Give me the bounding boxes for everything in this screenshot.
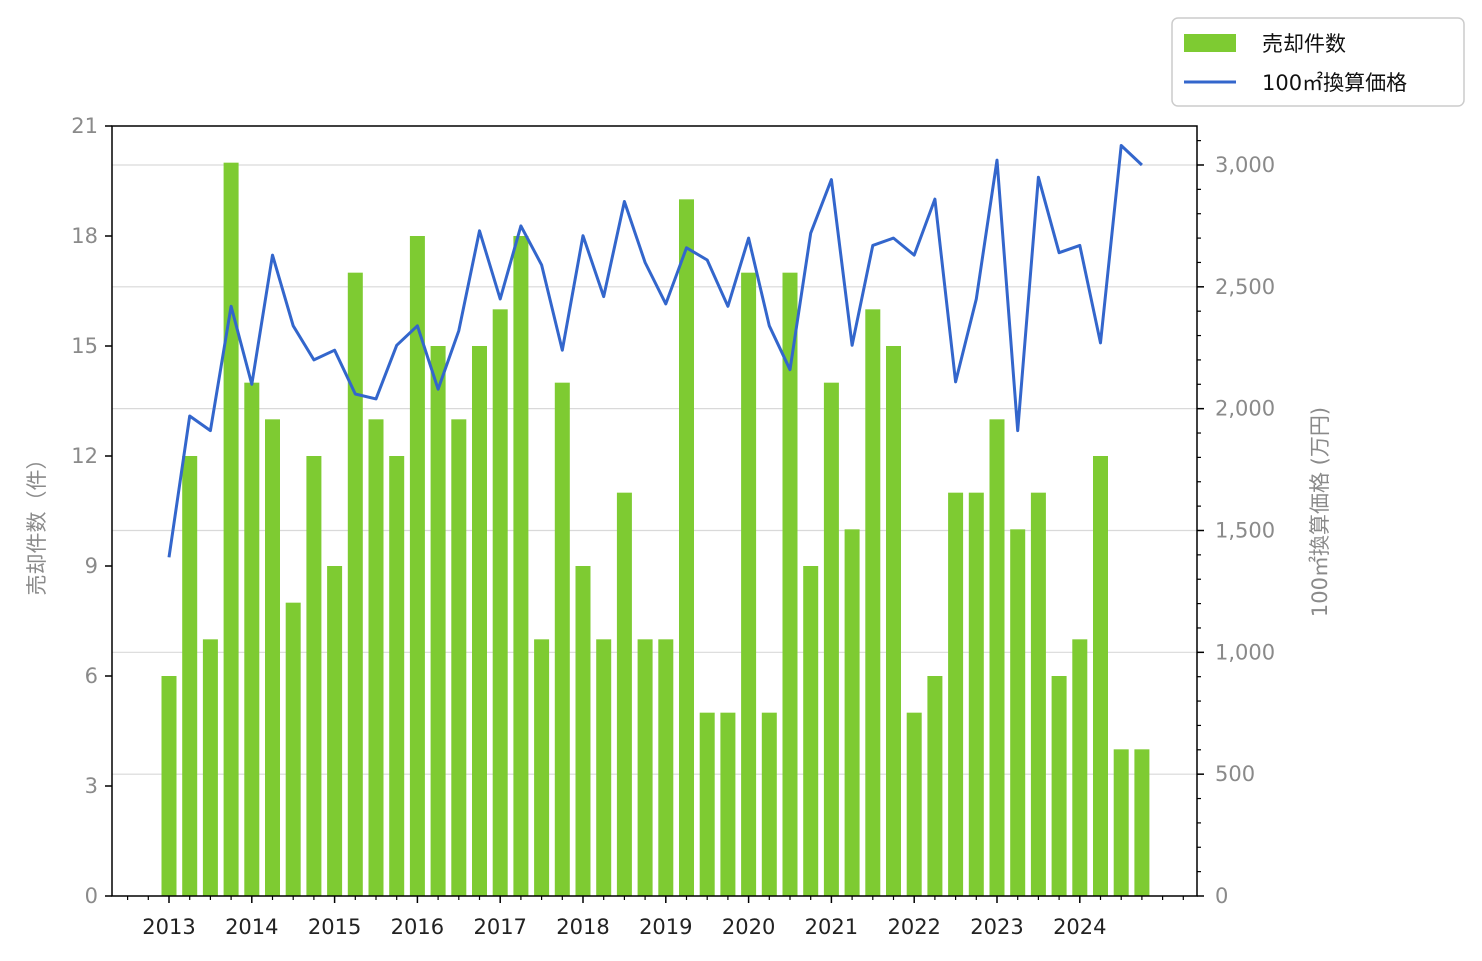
x-tick-label-2013: 2013 [142, 915, 195, 939]
bar-7 [306, 456, 322, 896]
bar-17 [513, 236, 529, 896]
right-tick-label-0: 0 [1215, 884, 1228, 908]
bar-45 [1093, 456, 1108, 896]
bar-33 [844, 529, 860, 896]
bar-23 [637, 639, 653, 896]
bar-20 [575, 566, 591, 896]
price-line [167, 144, 1143, 558]
bar-3 [223, 162, 239, 896]
bar-30 [782, 272, 798, 897]
bar-44 [1072, 639, 1088, 896]
x-tick-label-2017: 2017 [473, 915, 526, 939]
bar-35 [886, 346, 901, 896]
legend-label-line: 100㎡換算価格 [1262, 71, 1407, 95]
bar-34 [865, 309, 881, 896]
left-tick-label-3: 9 [85, 554, 98, 578]
bar-46 [1113, 749, 1129, 896]
left-axis-title: 売却件数（件） [25, 449, 49, 596]
bar-40 [989, 419, 1005, 896]
bar-14 [451, 419, 467, 896]
x-tick-label-2021: 2021 [805, 915, 858, 939]
x-tick-label-2023: 2023 [970, 915, 1023, 939]
x-tick-label-2024: 2024 [1053, 915, 1106, 939]
bar-43 [1051, 676, 1067, 896]
bar-39 [968, 492, 984, 896]
right-tick-label-5: 2,500 [1215, 275, 1275, 299]
left-tick-label-1: 3 [85, 774, 98, 798]
bar-1 [182, 456, 198, 896]
left-tick-label-0: 0 [85, 884, 98, 908]
bar-28 [741, 272, 757, 897]
bar-37 [927, 676, 943, 896]
bar-36 [906, 712, 922, 896]
bar-4 [244, 382, 260, 897]
bar-2 [202, 639, 218, 896]
bar-41 [1010, 529, 1026, 896]
bar-13 [430, 346, 446, 896]
bar-32 [823, 382, 839, 897]
bar-5 [265, 419, 280, 896]
bar-38 [948, 492, 964, 896]
right-tick-label-3: 1,500 [1215, 518, 1275, 542]
bar-42 [1030, 492, 1046, 896]
right-tick-label-4: 2,000 [1215, 397, 1275, 421]
left-y-axis: 0 3 6 9 12 15 18 21 [71, 114, 112, 908]
bar-10 [368, 419, 384, 896]
bar-15 [472, 346, 487, 896]
right-y-axis: 0 500 1,000 1,500 2,000 2,500 3,000 [1197, 140, 1275, 908]
plot-frame [111, 125, 1198, 897]
x-axis: 2013 2014 2015 2016 2017 2018 2019 2020 2021 2022… [126, 896, 1184, 939]
legend: 売却件数 100㎡換算価格 [1171, 17, 1465, 107]
bar-26 [699, 712, 715, 896]
bar-16 [492, 309, 508, 896]
bar-12 [409, 236, 425, 896]
line-series-price [167, 144, 1143, 558]
bar-27 [720, 712, 736, 896]
bar-11 [389, 456, 405, 896]
bar-6 [285, 602, 301, 896]
bar-19 [554, 382, 570, 897]
left-tick-label-6: 18 [71, 224, 98, 248]
x-tick-label-2020: 2020 [722, 915, 775, 939]
right-tick-label-2: 1,000 [1215, 640, 1275, 664]
bar-22 [616, 492, 632, 896]
bar-25 [679, 199, 694, 897]
legend-box [1171, 17, 1465, 107]
x-tick-label-2018: 2018 [556, 915, 609, 939]
x-tick-label-2014: 2014 [225, 915, 278, 939]
x-tick-label-2016: 2016 [391, 915, 444, 939]
bar-47 [1134, 749, 1150, 896]
bar-29 [761, 712, 777, 896]
left-tick-label-5: 15 [71, 334, 98, 358]
legend-label-bar: 売却件数 [1262, 32, 1346, 56]
left-tick-label-2: 6 [85, 664, 98, 688]
left-tick-label-4: 12 [71, 444, 98, 468]
bar-9 [347, 272, 363, 897]
right-tick-label-1: 500 [1215, 762, 1255, 786]
bar-series-sales-count [161, 162, 1150, 897]
left-tick-label-7: 21 [71, 114, 98, 138]
x-tick-label-2019: 2019 [639, 915, 692, 939]
x-tick-label-2015: 2015 [308, 915, 361, 939]
bar-24 [658, 639, 674, 896]
bar-0 [161, 676, 177, 896]
right-axis-title: 100㎡換算価格 (万円) [1308, 407, 1332, 617]
legend-swatch-bar [1184, 34, 1236, 52]
x-tick-label-2022: 2022 [887, 915, 940, 939]
bar-18 [534, 639, 550, 896]
bar-31 [803, 566, 819, 896]
bar-21 [596, 639, 612, 896]
bar-8 [327, 566, 343, 896]
right-tick-label-6: 3,000 [1215, 153, 1275, 177]
